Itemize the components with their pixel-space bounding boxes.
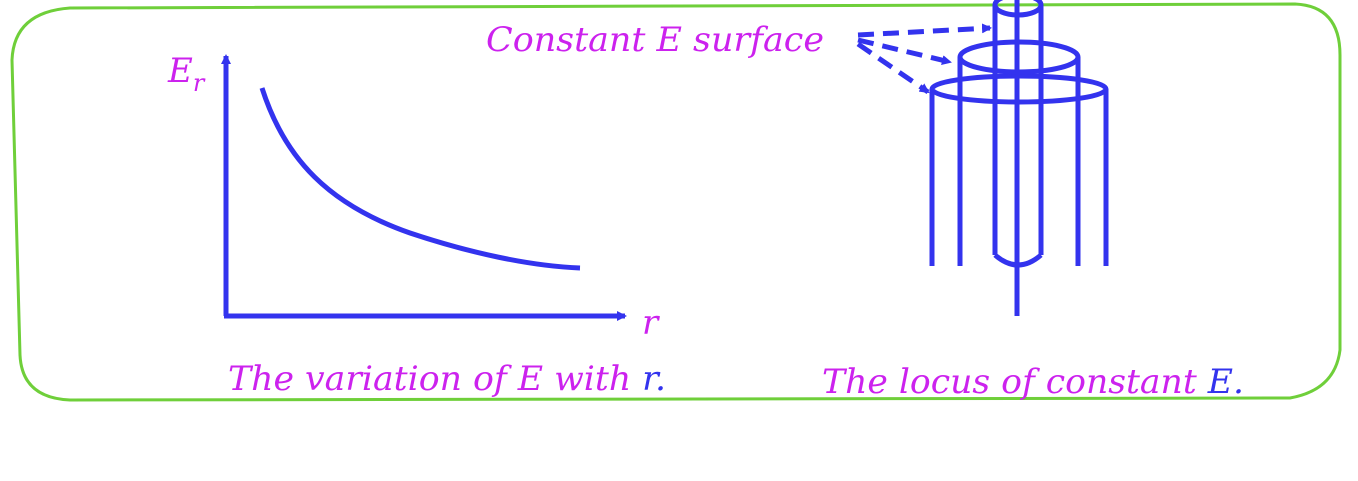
locus-caption: The locus of constant E. xyxy=(822,362,1244,402)
locus-caption-variable: E. xyxy=(1207,362,1244,402)
callout-arrow-outer xyxy=(856,41,930,95)
callout-arrow-inner xyxy=(857,23,992,38)
constant-e-locus-diagram xyxy=(856,0,1109,316)
graph-caption-variable: r. xyxy=(642,359,666,399)
field-decay-curve xyxy=(259,87,581,271)
y-axis-label-subscript: r xyxy=(193,69,206,97)
graph-caption-main: The variation of E with xyxy=(228,359,642,399)
constant-e-surface-label: Constant E surface xyxy=(486,20,824,60)
x-axis-label: r xyxy=(642,303,660,343)
callout-arrow-middle xyxy=(857,37,952,66)
frame-border xyxy=(10,2,1342,402)
y-axis-label-main: E xyxy=(167,51,193,91)
y-axis-label: Er xyxy=(167,51,206,97)
graph-caption: The variation of E with r. xyxy=(228,359,666,399)
inner-cylinder-bottom xyxy=(993,253,1043,268)
locus-caption-main: The locus of constant xyxy=(822,362,1208,402)
field-variation-graph: Er r The variation of E with r. xyxy=(167,51,666,399)
